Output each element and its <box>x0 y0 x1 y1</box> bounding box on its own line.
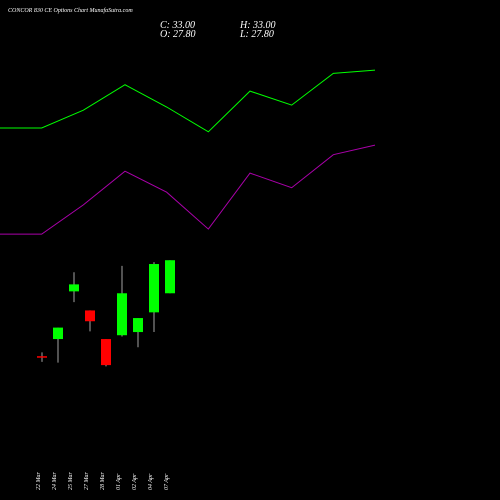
x-tick-label: 22 Mar <box>36 472 42 490</box>
x-tick-label: 27 Mar <box>84 472 90 490</box>
x-tick-label: 28 Mar <box>100 472 106 490</box>
candle-body <box>133 318 143 333</box>
candle-body <box>69 284 79 292</box>
x-tick-label: 07 Apr <box>164 473 170 490</box>
open-label: O: 27.80 <box>160 29 196 40</box>
candle-body <box>101 339 111 366</box>
candle-body <box>149 264 159 313</box>
candle-body <box>53 327 63 340</box>
candle-body <box>117 293 127 336</box>
indicator-line <box>0 144 376 235</box>
x-tick-label: 01 Apr <box>116 473 122 490</box>
x-tick-label: 25 Mar <box>68 472 74 490</box>
candle-body <box>85 310 95 322</box>
high-label: H: 33.00 <box>239 20 276 31</box>
x-tick-label: 04 Apr <box>147 473 154 490</box>
x-tick-label: 02 Apr <box>132 473 138 490</box>
low-label: L: 27.80 <box>239 29 274 40</box>
x-tick-label: 24 Mar <box>51 472 58 490</box>
candle-body <box>37 356 47 358</box>
close-label: C: 33.00 <box>160 20 195 31</box>
chart-title: CONCOR 830 CE Options Chart MunafaSutra.… <box>8 7 133 14</box>
indicator-line <box>0 69 376 133</box>
candle-body <box>165 260 175 294</box>
